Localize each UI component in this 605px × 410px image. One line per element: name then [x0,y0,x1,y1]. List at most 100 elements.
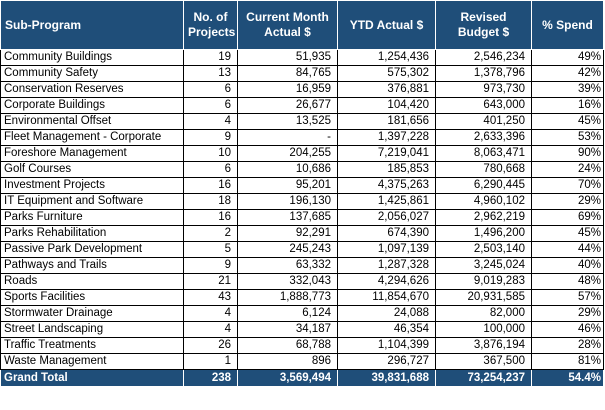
cell-current-month: 63,332 [237,257,338,274]
header-revised-budget: Revised Budget $ [435,0,532,50]
cell-projects: 4 [183,305,238,322]
cell-current-month: 196,130 [237,193,338,210]
cell-spend: 24% [531,161,604,178]
table-row: Pathways and Trails 9 63,332 1,287,328 3,245… [0,257,604,274]
grand-total-row: Grand Total 238 3,569,494 39,831,688 73,… [0,369,604,387]
table-row: Stormwater Drainage 4 6,124 24,088 82,000 29% [0,305,604,322]
cell-ytd: 7,219,041 [337,145,436,162]
cell-ytd: 185,853 [337,161,436,178]
cell-sub-program: Corporate Buildings [0,97,184,114]
cell-sub-program: Street Landscaping [0,321,184,338]
cell-revised-budget: 100,000 [435,321,532,338]
cell-ytd: 4,294,626 [337,273,436,290]
cell-projects: 1 [183,353,238,370]
cell-projects: 26 [183,337,238,354]
cell-ytd: 1,287,328 [337,257,436,274]
total-label: Grand Total [0,369,184,387]
cell-sub-program: Waste Management [0,353,184,370]
cell-revised-budget: 2,962,219 [435,209,532,226]
cell-ytd: 1,397,228 [337,129,436,146]
cell-ytd: 46,354 [337,321,436,338]
table-row: Corporate Buildings 6 26,677 104,420 643,000… [0,97,604,114]
cell-projects: 16 [183,177,238,194]
cell-current-month: 10,686 [237,161,338,178]
cell-ytd: 674,390 [337,225,436,242]
table-row: Roads 21 332,043 4,294,626 9,019,283 48% [0,273,604,290]
cell-sub-program: Traffic Treatments [0,337,184,354]
cell-spend: 45% [531,225,604,242]
cell-sub-program: Parks Rehabilitation [0,225,184,242]
cell-ytd: 296,727 [337,353,436,370]
header-current-month: Current Month Actual $ [237,0,338,50]
cell-revised-budget: 2,503,140 [435,241,532,258]
cell-revised-budget: 367,500 [435,353,532,370]
table-row: Passive Park Development 5 245,243 1,097,13… [0,241,604,258]
cell-spend: 49% [531,49,604,66]
cell-spend: 90% [531,145,604,162]
cell-spend: 44% [531,241,604,258]
cell-spend: 29% [531,305,604,322]
cell-ytd: 1,097,139 [337,241,436,258]
cell-revised-budget: 3,876,194 [435,337,532,354]
table-row: Community Buildings 19 51,935 1,254,436 2,54… [0,49,604,66]
cell-revised-budget: 6,290,445 [435,177,532,194]
header-sub-program: Sub-Program [0,0,184,50]
cell-ytd: 376,881 [337,81,436,98]
cell-spend: 42% [531,65,604,82]
cell-current-month: 137,685 [237,209,338,226]
table-row: Fleet Management - Corporate 9-1,397,228 2… [0,129,604,146]
cell-projects: 2 [183,225,238,242]
cell-revised-budget: 2,546,234 [435,49,532,66]
cell-projects: 9 [183,257,238,274]
cell-sub-program: Community Safety [0,65,184,82]
cell-spend: 28% [531,337,604,354]
cell-revised-budget: 8,063,471 [435,145,532,162]
cell-projects: 16 [183,209,238,226]
cell-sub-program: Roads [0,273,184,290]
cell-ytd: 1,254,436 [337,49,436,66]
cell-spend: 40% [531,257,604,274]
cell-current-month: 26,677 [237,97,338,114]
cell-revised-budget: 82,000 [435,305,532,322]
cell-current-month: 896 [237,353,338,370]
cell-current-month: 204,255 [237,145,338,162]
table-row: Investment Projects 16 95,201 4,375,263 6,29… [0,177,604,194]
header-projects: No. of Projects [183,0,238,50]
cell-sub-program: Pathways and Trails [0,257,184,274]
cell-sub-program: Foreshore Management [0,145,184,162]
cell-ytd: 24,088 [337,305,436,322]
cell-revised-budget: 401,250 [435,113,532,130]
cell-ytd: 575,302 [337,65,436,82]
table-row: Parks Rehabilitation 2 92,291 674,390 1,496,… [0,225,604,242]
cell-spend: 57% [531,289,604,306]
cell-sub-program: Conservation Reserves [0,81,184,98]
cell-revised-budget: 780,668 [435,161,532,178]
cell-projects: 21 [183,273,238,290]
cell-spend: 39% [531,81,604,98]
cell-projects: 4 [183,113,238,130]
cell-revised-budget: 1,496,200 [435,225,532,242]
cell-spend: 29% [531,193,604,210]
total-current: 3,569,494 [237,369,338,387]
header-spend: % Spend [531,0,604,50]
table-row: Community Safety 13 84,765 575,302 1,378,796… [0,65,604,82]
cell-current-month: 68,788 [237,337,338,354]
cell-projects: 6 [183,97,238,114]
cell-sub-program: Environmental Offset [0,113,184,130]
table-body: Community Buildings 19 51,935 1,254,436 2,54… [0,49,604,370]
cell-current-month: 34,187 [237,321,338,338]
cell-revised-budget: 973,730 [435,81,532,98]
table-row: Environmental Offset 4 13,525 181,656 401,25… [0,113,604,130]
cell-revised-budget: 1,378,796 [435,65,532,82]
cell-spend: 48% [531,273,604,290]
table-row: Foreshore Management 10 204,255 7,219,041 8,… [0,145,604,162]
cell-projects: 6 [183,81,238,98]
cell-current-month: 1,888,773 [237,289,338,306]
cell-current-month: 13,525 [237,113,338,130]
total-ytd: 39,831,688 [337,369,436,387]
cell-ytd: 1,425,861 [337,193,436,210]
cell-sub-program: Golf Courses [0,161,184,178]
cell-ytd: 1,104,399 [337,337,436,354]
cell-projects: 10 [183,145,238,162]
cell-spend: 81% [531,353,604,370]
